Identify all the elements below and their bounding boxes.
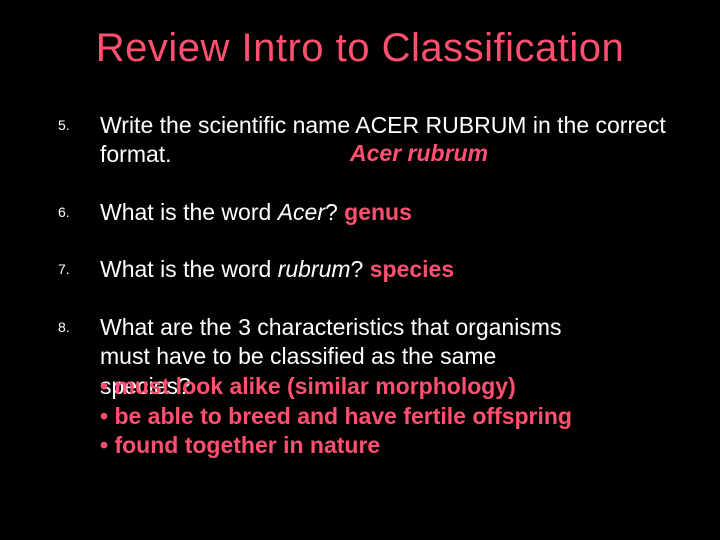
- item-number: 8.: [58, 319, 70, 337]
- question-text-post: ?: [325, 199, 344, 225]
- question-item-8: 8. What are the 3 characteristics that o…: [58, 313, 680, 461]
- question-text-italic: Acer: [278, 199, 325, 225]
- slide-title: Review Intro to Classification: [40, 26, 680, 71]
- question-text-pre: What is the word: [100, 256, 278, 282]
- answer-bullet-2: • be able to breed and have fertile offs…: [100, 402, 680, 431]
- answer-bullet-3: • found together in nature: [100, 431, 680, 460]
- answer-text: species: [370, 256, 454, 282]
- item-number: 7.: [58, 261, 70, 279]
- answer-text: Acer rubrum: [350, 139, 488, 168]
- item-number: 5.: [58, 117, 70, 135]
- question-text-pre: What is the word: [100, 199, 278, 225]
- answer-bullet-1: • must look alike (similar morphology): [100, 372, 516, 401]
- question-text-post: ?: [351, 256, 370, 282]
- question-item-7: 7. What is the word rubrum? species: [58, 255, 680, 284]
- question-line-2: must have to be classified as the same: [100, 343, 496, 369]
- item-number: 6.: [58, 204, 70, 222]
- question-list: 5. Write the scientific name ACER RUBRUM…: [40, 111, 680, 461]
- answer-text: genus: [344, 199, 412, 225]
- question-line-1: What are the 3 characteristics that orga…: [100, 314, 561, 340]
- question-item-6: 6. What is the word Acer? genus: [58, 198, 680, 227]
- question-item-5: 5. Write the scientific name ACER RUBRUM…: [58, 111, 680, 170]
- slide: Review Intro to Classification 5. Write …: [0, 0, 720, 540]
- question-text-italic: rubrum: [278, 256, 351, 282]
